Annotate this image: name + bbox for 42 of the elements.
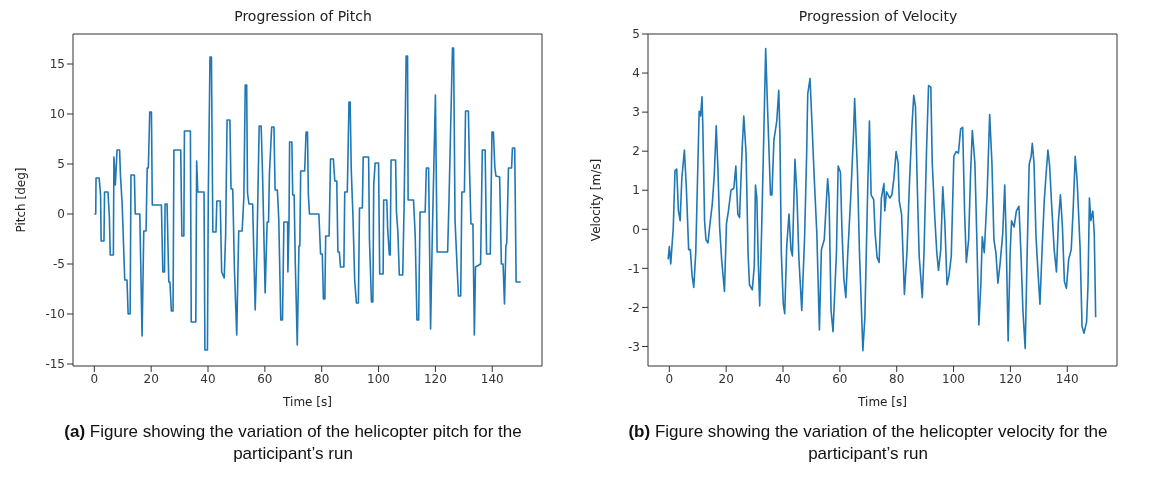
y-tick-label: 5 — [632, 27, 640, 42]
y-tick-label: 10 — [49, 107, 65, 122]
x-tick-label: 0 — [665, 371, 674, 386]
y-tick-label: 3 — [632, 105, 640, 120]
y-tick-label: -3 — [628, 339, 640, 354]
x-tick-label: 40 — [775, 371, 791, 386]
line-series — [93, 47, 522, 351]
x-tick-label: 120 — [423, 371, 447, 386]
x-tick-label: 80 — [889, 371, 905, 386]
x-axis-title: Time [s] — [857, 395, 907, 409]
y-tick-label: 1 — [632, 183, 640, 198]
y-tick-label: -2 — [628, 300, 640, 315]
x-tick-label: 60 — [832, 371, 848, 386]
y-tick-label: 0 — [632, 222, 640, 237]
x-tick-label: 40 — [200, 371, 216, 386]
x-axis-title: Time [s] — [282, 395, 332, 409]
y-axis-title: Velocity [m/s] — [589, 158, 604, 242]
x-tick-label: 140 — [1055, 371, 1079, 386]
x-tick-label: 100 — [942, 371, 966, 386]
x-tick-label: 120 — [998, 371, 1022, 386]
y-tick-label: 2 — [632, 144, 640, 159]
text: (a) Figure showing the variation of the helicopter pitch for the participant’s run — [63, 421, 523, 465]
x-tick-label: 80 — [314, 371, 330, 386]
line-series — [667, 47, 1097, 352]
text: (b) Figure showing the variation of the helicopter velocity for the participant’s run — [628, 421, 1108, 465]
x-tick-label: 0 — [90, 371, 99, 386]
y-tick-label: 4 — [632, 66, 640, 81]
y-tick-label: -10 — [45, 307, 65, 322]
x-tick-label: 20 — [718, 371, 734, 386]
x-tick-label: 60 — [257, 371, 273, 386]
y-tick-label: 15 — [49, 57, 65, 72]
x-tick-label: 140 — [480, 371, 504, 386]
y-tick-label: -1 — [628, 261, 640, 276]
y-axis-title: Pitch [deg] — [14, 167, 29, 233]
y-tick-label: 0 — [57, 207, 65, 222]
y-tick-label: 5 — [57, 157, 65, 172]
x-tick-label: 100 — [367, 371, 391, 386]
y-tick-label: -15 — [45, 357, 65, 372]
chart-title: Progression of Pitch — [233, 8, 373, 26]
chart-title: Progression of Velocity — [797, 8, 959, 26]
y-tick-label: -5 — [53, 257, 65, 272]
x-tick-label: 20 — [143, 371, 159, 386]
